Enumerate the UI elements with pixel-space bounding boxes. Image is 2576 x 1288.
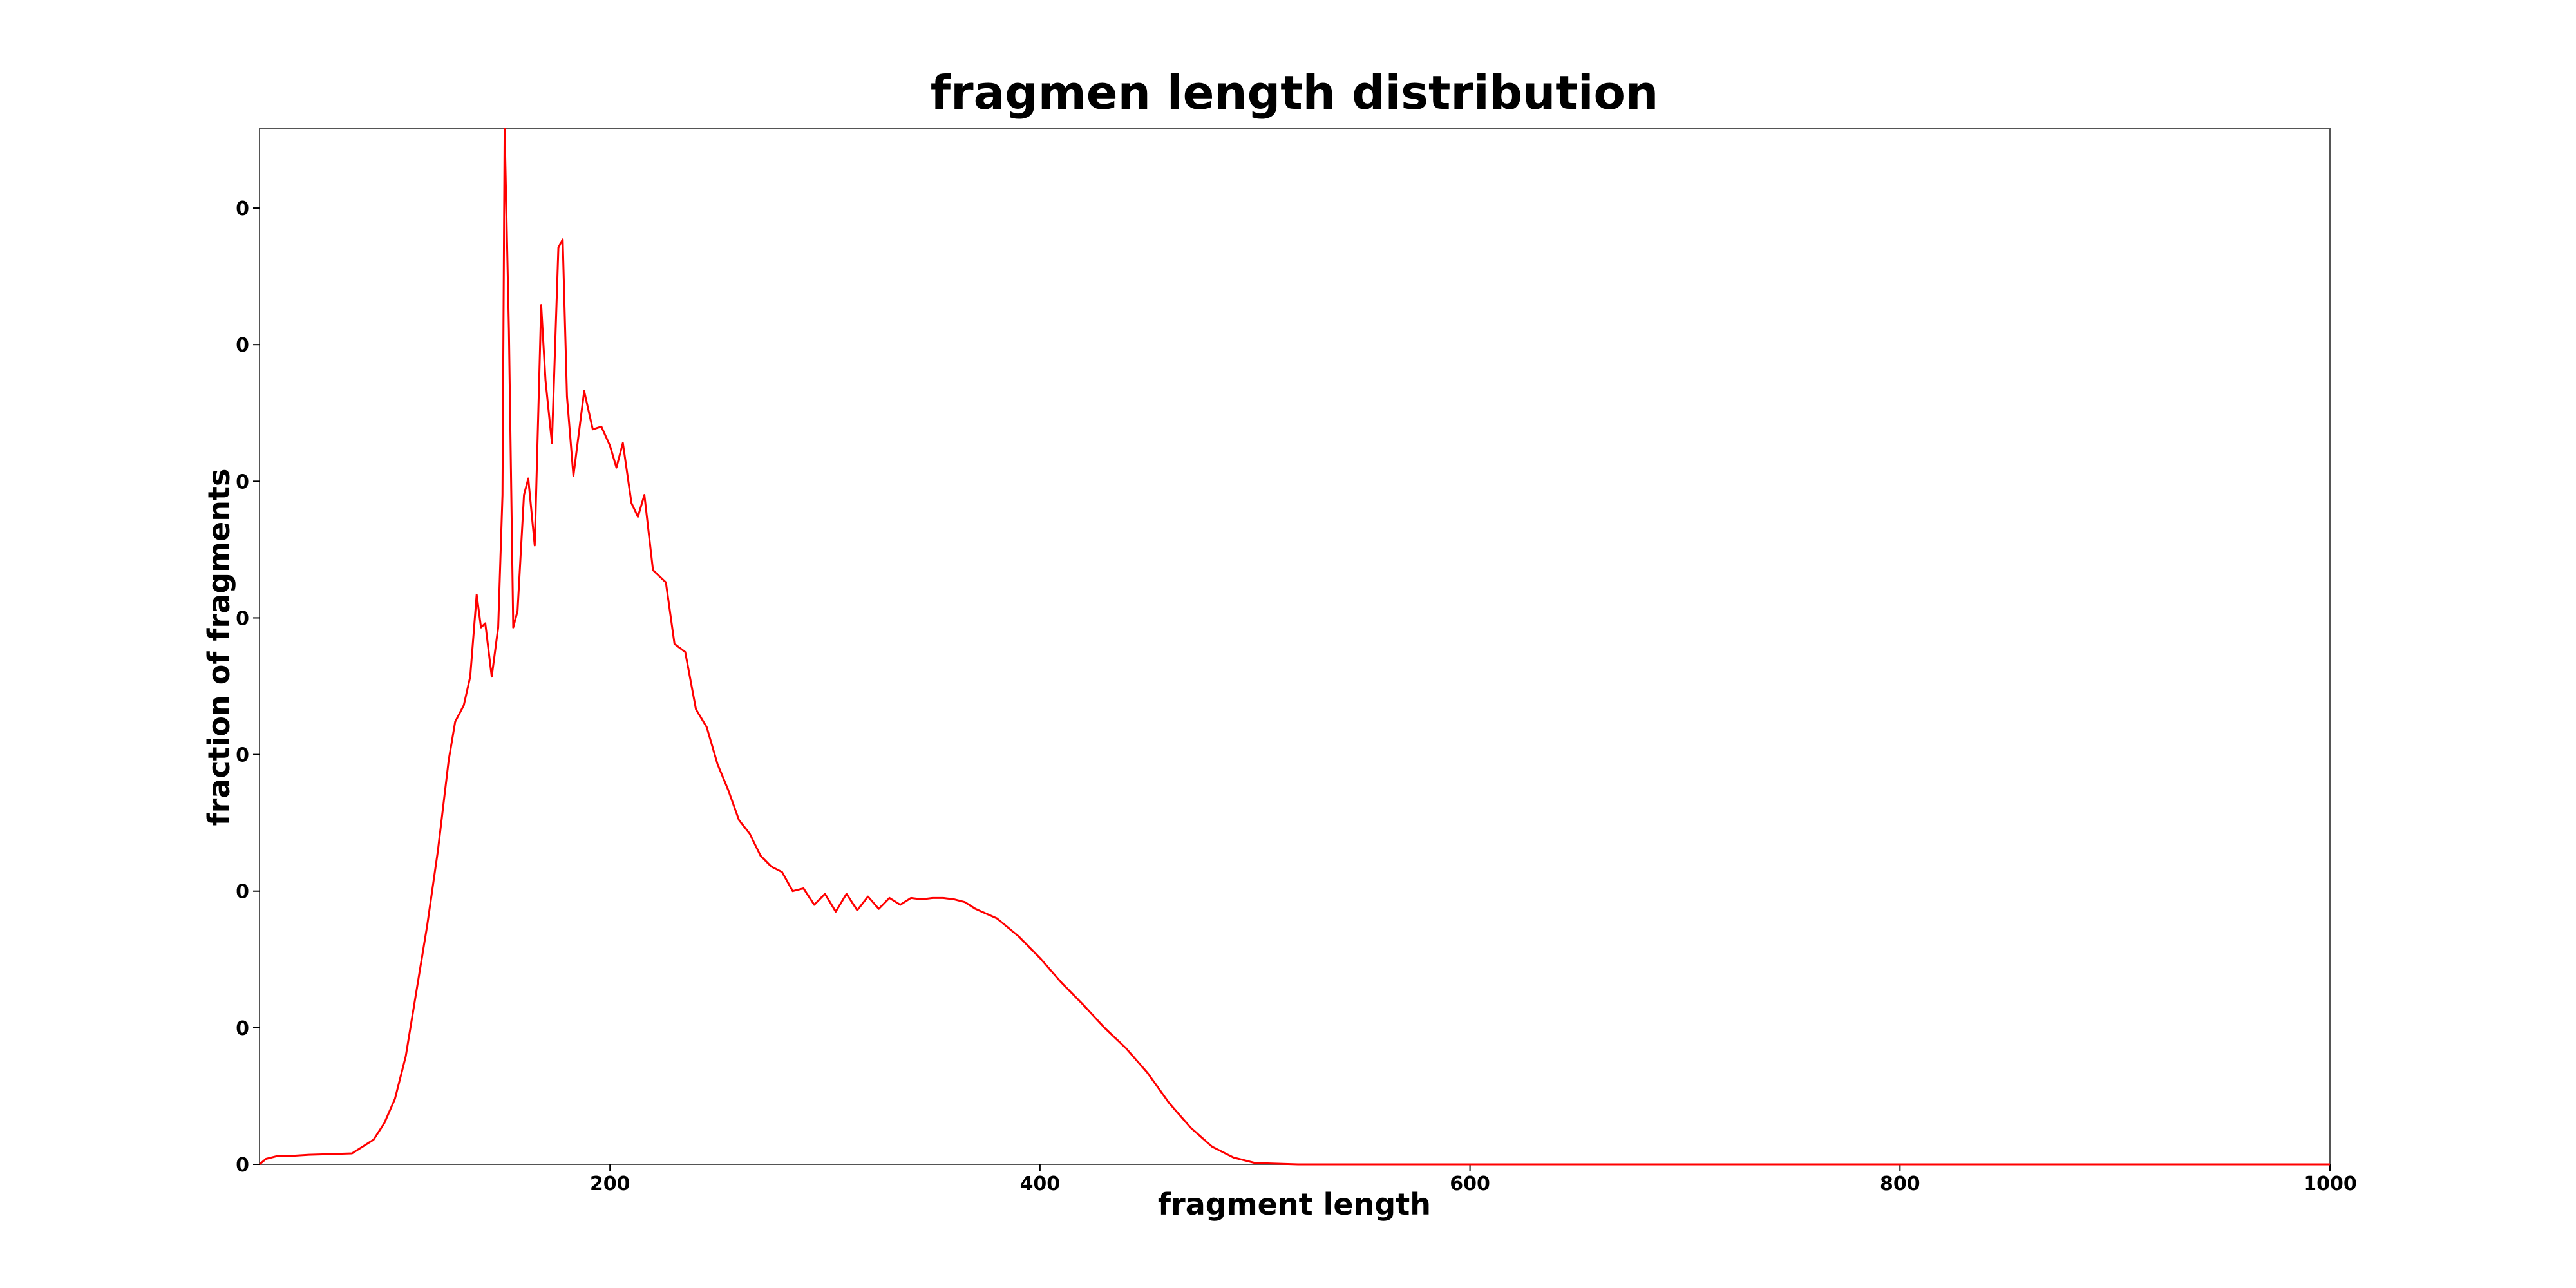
y-tick-label: 0 xyxy=(236,744,249,767)
x-tick-label: 400 xyxy=(1020,1173,1061,1195)
data-line xyxy=(259,128,2330,1166)
plot-frame xyxy=(259,128,2331,1165)
y-tick-label: 0 xyxy=(236,1154,249,1177)
x-tick-label: 1000 xyxy=(2303,1173,2357,1195)
x-axis-label: fragment length xyxy=(1158,1187,1431,1222)
y-tick-label: 0 xyxy=(236,881,249,904)
chart-title: fragmen length distribution xyxy=(931,66,1658,120)
y-tick-label: 0 xyxy=(236,334,249,357)
y-tick-label: 0 xyxy=(236,1018,249,1040)
x-tick-label: 200 xyxy=(590,1173,630,1195)
x-tick-label: 800 xyxy=(1880,1173,1920,1195)
y-tick-label: 0 xyxy=(236,471,249,493)
y-axis-label: fraction of fragments xyxy=(202,469,236,826)
y-tick-label: 0 xyxy=(236,198,249,220)
x-tick-label: 600 xyxy=(1450,1173,1490,1195)
y-tick-label: 0 xyxy=(236,607,249,630)
